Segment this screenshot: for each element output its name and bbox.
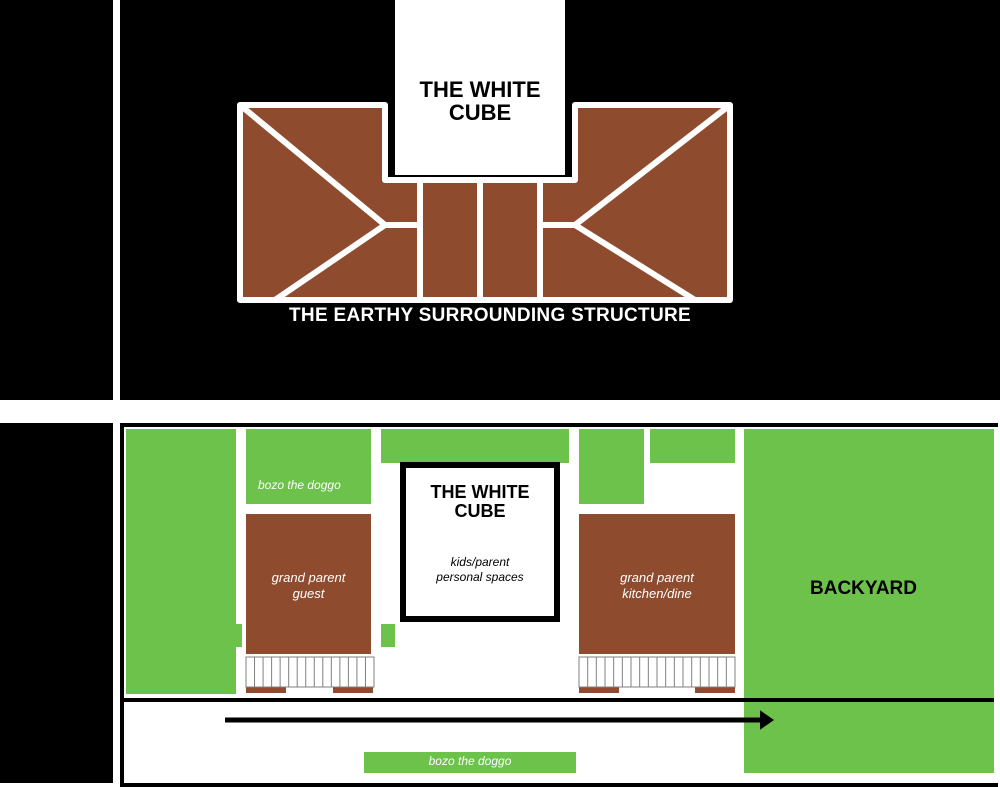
grand-parent-guest-label: grand parent guest (246, 570, 371, 601)
bozo-bottom-text: bozo the doggo (429, 754, 512, 768)
kp-l2: personal spaces (436, 570, 523, 584)
wcb-l1: THE WHITE (431, 482, 530, 502)
floorplan-svg (0, 0, 1000, 783)
bozo-top-label: bozo the doggo (258, 478, 341, 492)
gk-l1: grand parent (620, 570, 694, 585)
gg-l2: guest (293, 586, 325, 601)
bozo-top-text: bozo the doggo (258, 478, 341, 492)
gk-l2: kitchen/dine (622, 586, 691, 601)
white-cube-title-bottom: THE WHITE CUBE (400, 483, 560, 521)
backyard-text: BACKYARD (810, 578, 917, 599)
gg-l1: grand parent (272, 570, 346, 585)
grand-parent-kitchen-label: grand parent kitchen/dine (579, 570, 735, 601)
wcb-l2: CUBE (454, 501, 505, 521)
bozo-bottom-label: bozo the doggo (364, 754, 576, 768)
kids-parent-label: kids/parent personal spaces (400, 555, 560, 585)
kp-l1: kids/parent (451, 555, 510, 569)
backyard-label: BACKYARD (810, 578, 917, 600)
